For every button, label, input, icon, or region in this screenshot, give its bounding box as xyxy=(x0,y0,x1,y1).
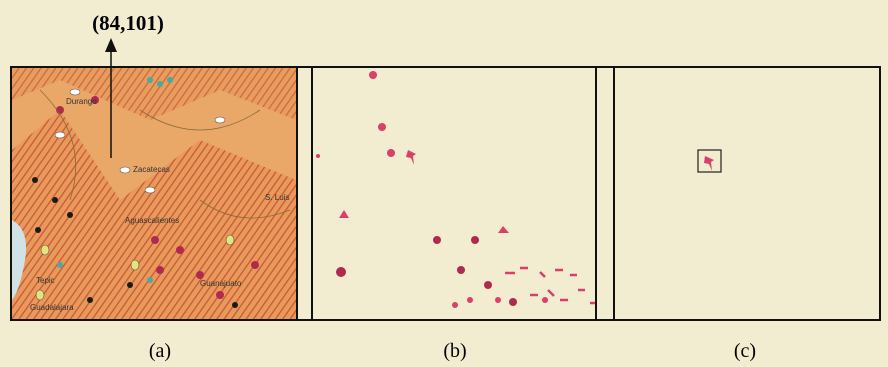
map-label: Durango xyxy=(66,97,97,106)
map-label: S. Luis xyxy=(265,193,289,202)
map-label: Guadalajara xyxy=(30,303,74,312)
map-label: Guanajuato xyxy=(200,279,242,288)
coordinate-label: (84,101) xyxy=(92,11,164,35)
panel-caption: (b) xyxy=(443,340,466,362)
figure: Durango Zacatecas Aguascalientes Tepic G… xyxy=(0,0,888,367)
panel-caption: (a) xyxy=(149,340,171,362)
map-label: Tepic xyxy=(36,276,55,285)
panel-caption: (c) xyxy=(734,340,756,362)
map-label: Zacatecas xyxy=(133,165,170,174)
map-label: Aguascalientes xyxy=(125,216,179,225)
